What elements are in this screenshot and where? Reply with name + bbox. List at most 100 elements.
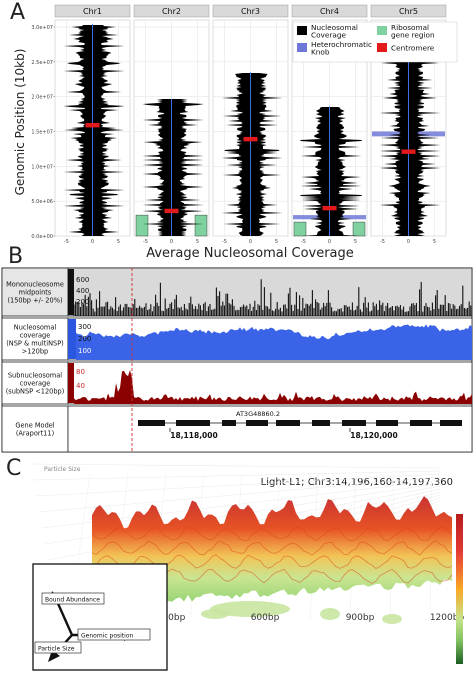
ribosomal-gene-region (194, 214, 208, 237)
legend-swatch (377, 26, 387, 35)
legend-swatch (377, 43, 387, 52)
panel-a-xlabel: Average Nucleosomal Coverage (146, 246, 354, 261)
gene-exon (312, 420, 330, 426)
panel-a-ytick-label: 2.5e+07 (31, 60, 53, 66)
panel-a-xtick-label: 0 (328, 239, 331, 245)
genomic-coordinate-label: 18,120,000 (350, 431, 397, 440)
panel-c-title: Light-L1; Chr3:14,196,160-14,197,360 (261, 477, 453, 488)
legend-label: Centromere (391, 44, 435, 53)
nucleosomal-coverage-area (142, 99, 204, 236)
panel-a-strip (370, 4, 447, 18)
centromere-marker (401, 149, 416, 154)
panel-a-xtick-label: 5 (354, 239, 357, 245)
legend-swatch (297, 43, 307, 52)
panel-letter-c: C (6, 456, 22, 481)
surface-x-tick-label: 900bp (346, 613, 375, 623)
subnucleosomal-coverage-area (74, 370, 472, 404)
panel-a-strip-label: Chr4 (320, 7, 339, 16)
panel-a-xtick-label: 0 (249, 239, 252, 245)
surface-floor-patch (201, 609, 229, 619)
inset-particle-size-label: Particle Size (38, 646, 75, 653)
panel-a-legend: Nucleosomal Coverage Ribosomal gene region H… (292, 21, 458, 63)
panel-a-strip-label: Chr1 (83, 7, 102, 16)
track-label: Mononucleosome midpoints (150bp +/- 20%) (6, 281, 64, 305)
panel-a-xtick-label: 5 (275, 239, 278, 245)
panel-a-strip (133, 4, 210, 18)
nucleosomal-coverage-area (76, 324, 472, 360)
legend-label: Ribosomal gene region (391, 23, 435, 40)
panel-a-xtick-label: 5 (117, 239, 120, 245)
panel-a-xtick-label: 5 (196, 239, 199, 245)
panel-c-orientation-inset: Bound Abundance Genomic position Particl… (32, 563, 168, 671)
track-label: Subnucleosomal coverage (subNSP <120bp) (6, 372, 65, 396)
legend-label: Heterochromatic Knob (311, 40, 372, 57)
track-label-cell (1, 317, 69, 361)
gene-exon (410, 420, 432, 426)
panel-letter-a: A (10, 0, 26, 25)
centromere-marker (85, 123, 100, 128)
surface-ridge (91, 554, 453, 570)
legend-swatch (297, 26, 307, 35)
gene-exon (246, 420, 268, 426)
panel-a-strip (54, 4, 131, 18)
surface-floor-patch (210, 601, 290, 617)
gene-exon (222, 420, 236, 426)
genomic-coordinate-label: 18,118,000 (170, 431, 217, 440)
panel-a-xtick-label: -5 (380, 239, 385, 245)
panel-a-xtick-label: -5 (64, 239, 69, 245)
gene-exon (138, 420, 165, 426)
track-scale-label: 300 (78, 323, 91, 331)
surface-floor-patch (382, 614, 402, 624)
panel-a-ytick-label: 0.0e+00 (31, 234, 53, 240)
panel-a-xtick-label: 0 (91, 239, 94, 245)
panel-a-strip-label: Chr2 (162, 7, 181, 16)
surface-ridge (91, 540, 453, 556)
centromere-marker (243, 136, 258, 142)
nucleosomal-coverage-area (221, 73, 283, 236)
gene-exon (440, 420, 462, 426)
track-scale-label: 200 (76, 298, 89, 306)
gene-exon (376, 420, 398, 426)
panel-a-ylabel: Genomic Position (10kb) (13, 49, 27, 196)
panel-a-xtick-label: -5 (301, 239, 306, 245)
panel-a-xtick-label: -5 (143, 239, 148, 245)
centromere-marker (322, 205, 337, 211)
gene-exon (176, 420, 210, 426)
track-label-cell (1, 361, 69, 405)
surface-x-tick-label: 300bp (157, 613, 186, 623)
panel-a-strip (291, 4, 368, 18)
panel-c-colorbar (456, 514, 463, 664)
surface-x-tick-label: 1200bp (430, 613, 465, 623)
track-scale-label: 400 (76, 287, 89, 295)
panel-b-genome-browser: Mononucleosome midpoints (150bp +/- 20%) Nu… (1, 267, 473, 453)
panel-a-xtick-label: 0 (170, 239, 173, 245)
panel-a-strip-label: Chr3 (241, 7, 260, 16)
panel-a-ytick-label: 2.0e+07 (31, 95, 53, 101)
nucleosomal-coverage-area (300, 107, 362, 236)
legend-label: Nucleosomal Coverage (311, 23, 358, 40)
track-label-cell (1, 267, 69, 317)
ribosomal-gene-region (135, 214, 149, 237)
track-scale-label: 600 (76, 276, 89, 284)
panel-a-strip-label: Chr5 (399, 7, 418, 16)
midpoint-bars (73, 279, 472, 316)
panel-letter-b: B (8, 244, 24, 269)
panel-a-ytick-label: 5.0e+06 (31, 199, 53, 205)
panel-c-z-axis-label: Particle Size (44, 466, 81, 473)
gene-name-label: AT3G48860.2 (236, 410, 280, 418)
gene-exon (276, 420, 300, 426)
inset-bound-abundance-label: Bound Abundance (45, 597, 100, 604)
track-label: Nucleosomal coverage (NSP & multiNSP) >120b… (6, 324, 64, 356)
nucleosomal-coverage-area (63, 25, 125, 236)
surface-floor-patch (320, 608, 340, 620)
nucleosomal-coverage-area (379, 48, 441, 236)
track-scale-label: 100 (78, 347, 91, 355)
track-scale-label: 80 (76, 368, 85, 376)
panel-c-surface-plot: Light-L1; Chr3:14,196,160-14,197,360 Par… (29, 463, 465, 664)
panel-a-xtick-label: 5 (433, 239, 436, 245)
inset-genomic-position-label: Genomic position (81, 633, 133, 640)
surface-x-tick-label: 600bp (251, 613, 280, 623)
panel-a-xtick-label: -5 (222, 239, 227, 245)
track-scale-label: 200 (78, 335, 91, 343)
track-scale-label: 40 (76, 382, 85, 390)
